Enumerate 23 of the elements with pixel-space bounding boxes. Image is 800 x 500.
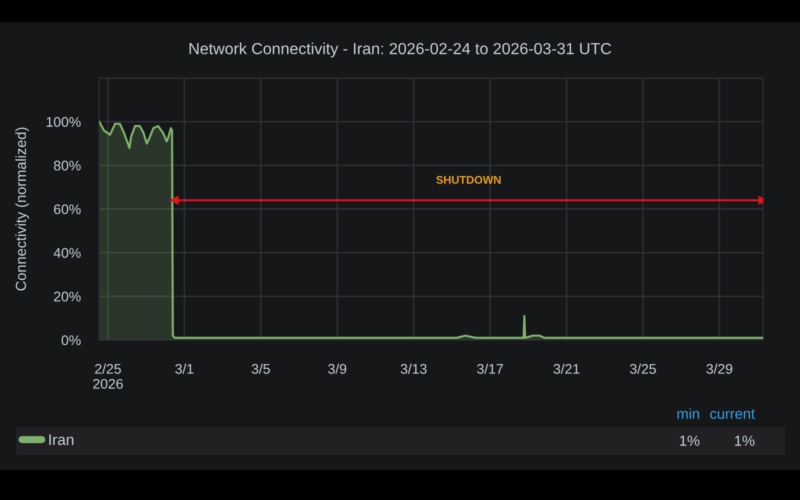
y-tick-label: 80% [54,160,81,171]
text: 1% [735,436,754,446]
y-axis-title: Connectivity (normalized) [15,128,29,291]
x-tick-label: 3/1 [175,364,194,374]
x-tick-label: 2/25 2026 [93,364,123,389]
text: 1% [680,436,700,446]
y-tick-label: 0% [62,335,81,346]
y-tick-label: 100% [46,117,81,127]
annotation: SHUTDOWN [436,176,501,184]
y-tick-label: 20% [54,292,81,302]
x-tick-label: 3/9 [328,364,346,374]
chart-title: Network Connectivity - Iran: 2026-02-24 to 2026-03-31 UTC [190,42,612,58]
x-tick-label: 3/25 [630,364,656,374]
x-tick-label: 3/21 [554,364,580,374]
legend-label: Iran [49,434,74,446]
text: current [710,409,755,419]
x-tick-label: 3/29 [706,364,732,374]
y-tick-label: 40% [54,248,81,258]
x-tick-label: 3/5 [252,364,270,374]
x-tick-label: 3/13 [400,364,427,374]
text: min [677,408,700,419]
x-tick-label: 3/17 [477,364,503,374]
y-tick-label: 60% [54,204,81,214]
